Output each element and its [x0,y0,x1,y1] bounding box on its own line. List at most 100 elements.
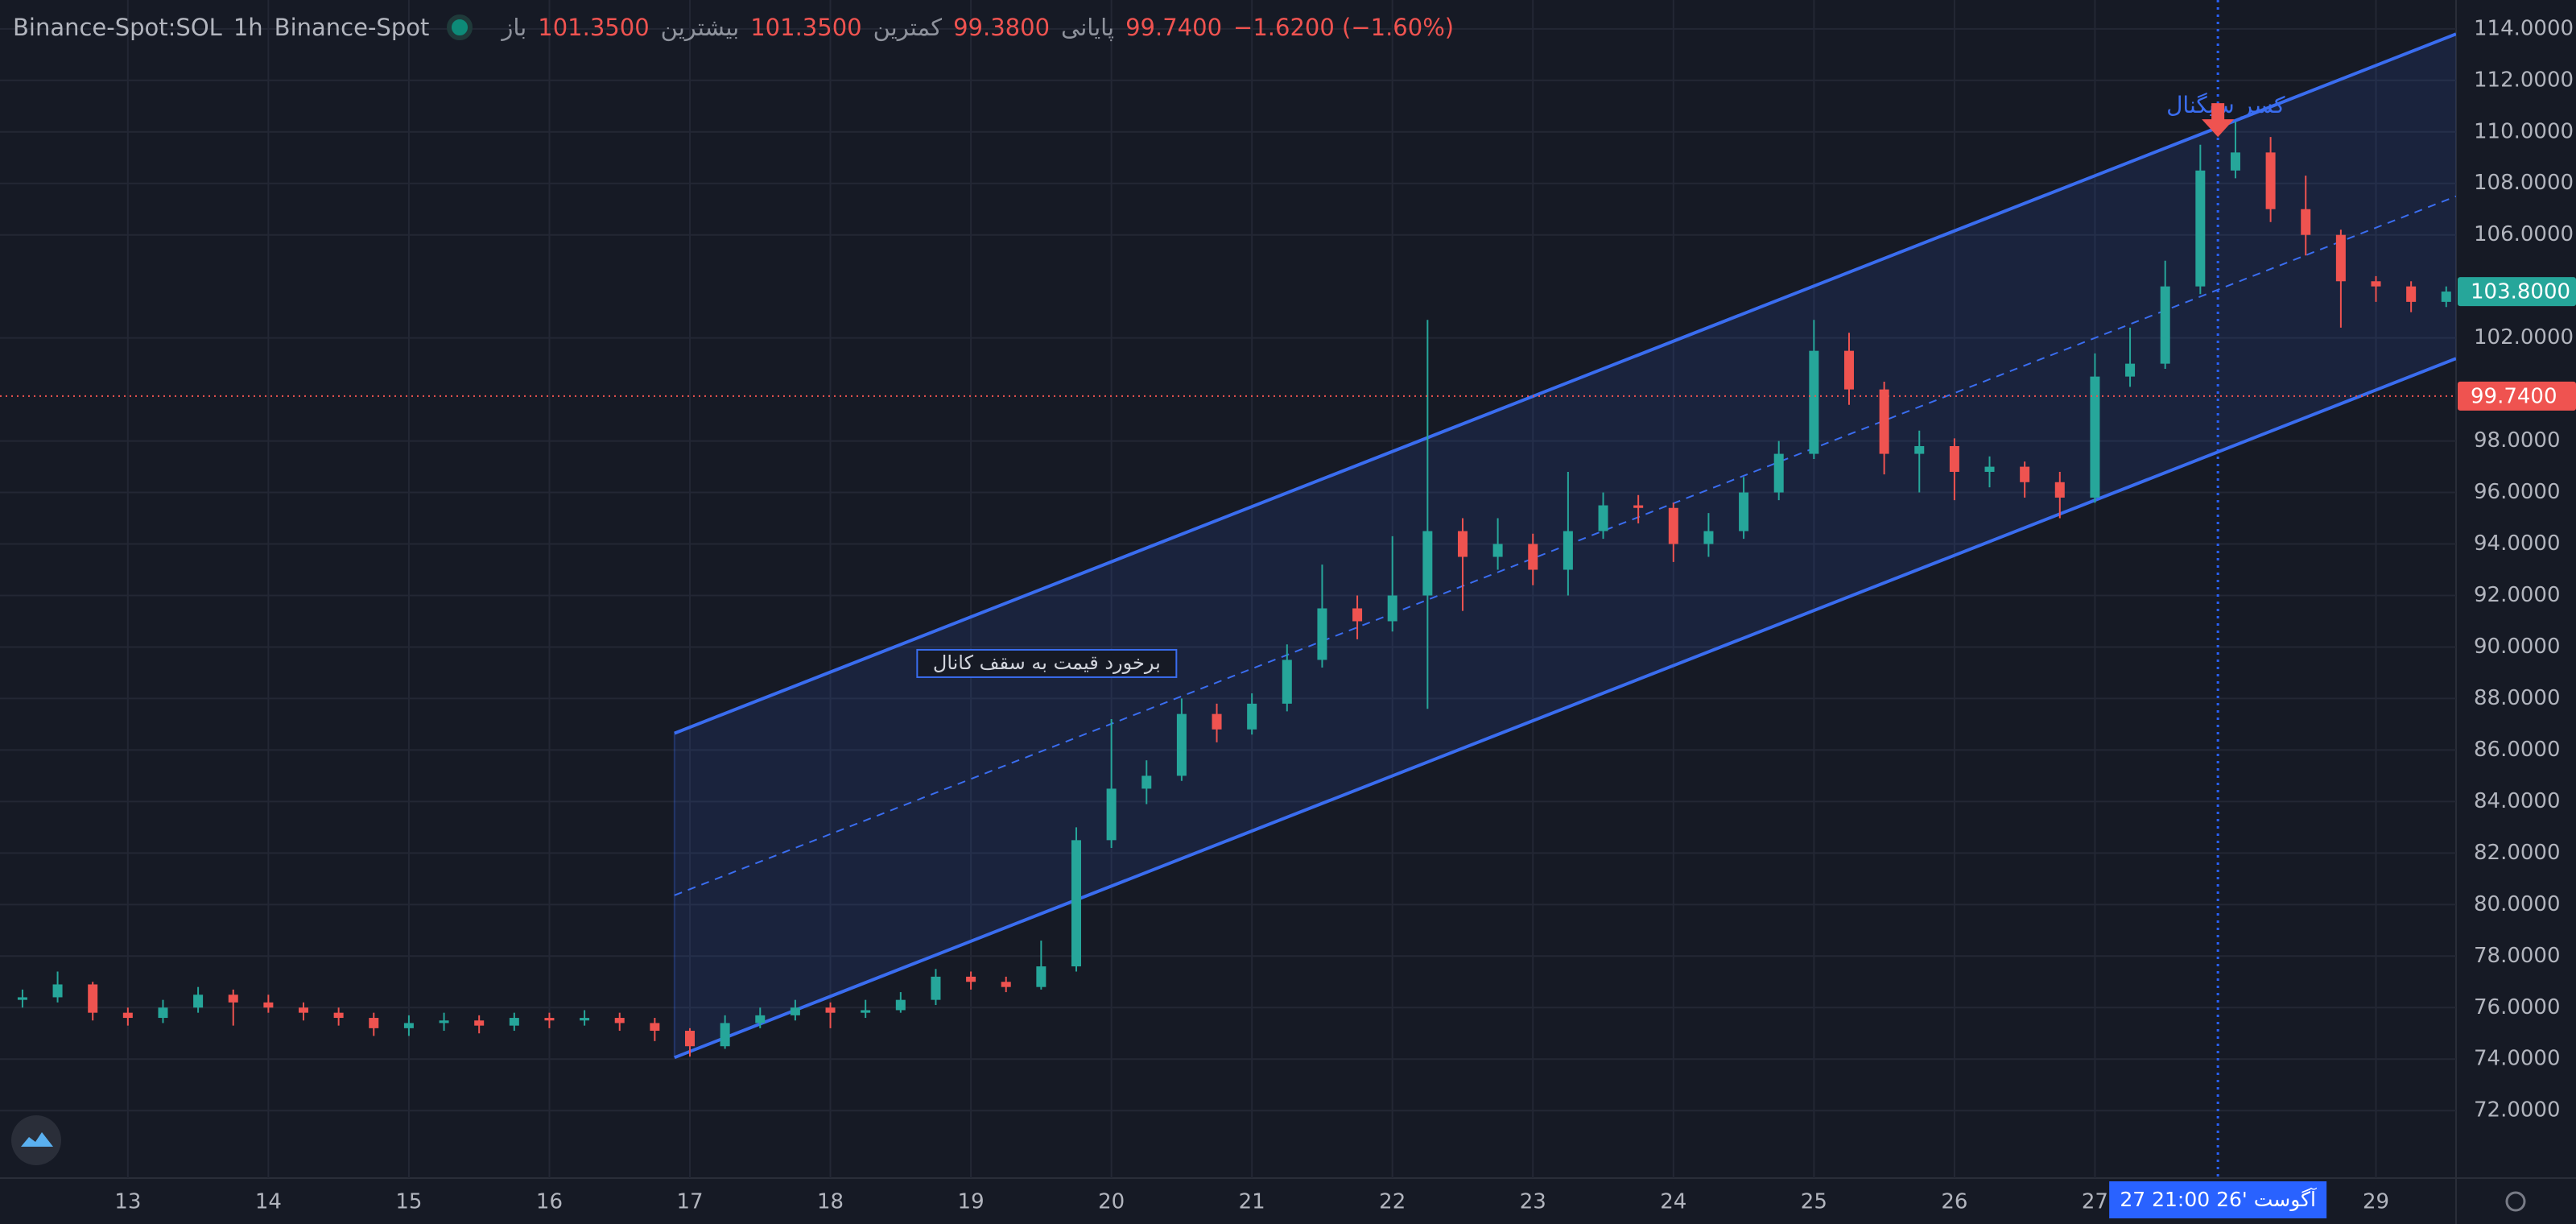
channel-upper [674,32,2456,735]
candle-body [2335,234,2346,282]
symbol[interactable]: Binance-Spot:SOL [13,14,222,41]
legend-bar: Binance-Spot:SOL 1h Binance-Spot باز 101… [13,11,1454,43]
open-value: 101.3500 [538,14,650,41]
candle-body [685,1031,696,1047]
price-label-box [2458,277,2576,307]
logo[interactable] [11,1115,61,1165]
y-tick-label: 78.0000 [2474,944,2561,968]
y-tick-label: 90.0000 [2474,635,2561,659]
candle-body [1703,531,1714,544]
candle-body [614,1018,625,1023]
settings-icon[interactable] [2505,1191,2526,1212]
candle-body [1914,445,1925,454]
y-tick-label: 114.0000 [2474,16,2574,40]
y-tick-label: 112.0000 [2474,68,2574,92]
exchange: Binance-Spot [274,14,430,41]
y-tick-label: 76.0000 [2474,995,2561,1019]
candle-body [1949,445,1959,472]
y-tick-label: 98.0000 [2474,428,2561,453]
candle-body [2371,281,2381,287]
candle-body [1001,982,1011,987]
x-tick-label: 14 [255,1190,282,1214]
annotation: کسر سیگنال [2166,92,2285,118]
candle-body [1141,775,1152,789]
candle-body [1106,788,1117,841]
candle-body [439,1020,449,1023]
candle-body [263,1002,274,1008]
candle-body [1352,608,1363,622]
candle-body [193,994,204,1008]
x-tick-label: 21 [1239,1190,1265,1214]
candle-body [895,999,906,1011]
crosshair-label-box [2109,1181,2327,1218]
candle-body [1633,505,1644,508]
candle-body [1563,531,1573,570]
candle-body [1457,531,1468,557]
x-tick-label: 19 [958,1190,985,1214]
candle-body [1071,840,1081,967]
candle-body [544,1018,555,1021]
candle-body [52,984,63,998]
candle-body [825,1007,836,1013]
candle-body [2125,363,2136,377]
x-tick-label: 24 [1660,1190,1686,1214]
candle-body [1387,595,1397,622]
candle-body [1984,466,1995,472]
x-tick-label: 23 [1520,1190,1546,1214]
x-tick-label: 29 [2363,1190,2389,1214]
y-tick-label: 92.0000 [2474,583,2561,607]
candle-body [720,1023,730,1047]
candle-body [299,1007,309,1013]
low-label: کمترین [873,14,943,41]
candle-body [1773,453,1784,493]
candle-body [2195,170,2206,287]
open-label: باز [502,14,527,41]
y-tick-label: 72.0000 [2474,1098,2561,1123]
candle-body [228,994,238,1003]
candle-body [2230,152,2240,171]
candle-body [2406,286,2417,302]
y-tick-label: 74.0000 [2474,1047,2561,1071]
annotation: برخورد قیمت به سقف کانال [933,651,1161,674]
x-tick-label: 15 [395,1190,422,1214]
candle-body [1492,544,1503,557]
y-tick-label: 110.0000 [2474,119,2574,143]
change-value: −1.6200 (−1.60%) [1233,14,1455,41]
candle-body [1422,531,1433,596]
high-label: بیشترین [660,14,740,41]
candle-body [2265,152,2276,209]
low-value: 99.3800 [953,14,1051,41]
logo-icon [21,1132,53,1147]
candle-body [2054,482,2065,498]
signal-arrow [2202,103,2235,138]
candle-body [650,1023,660,1032]
candle-body [122,1012,133,1019]
interval[interactable]: 1h [233,14,263,41]
candle-body [931,976,941,1000]
price-label-box [2458,381,2576,411]
candle-body [2090,376,2100,498]
candle-body [966,976,976,982]
y-tick-label: 84.0000 [2474,789,2561,813]
candle-body [1176,713,1187,776]
candle-body [580,1018,590,1021]
y-tick-label: 108.0000 [2474,171,2574,195]
status-dot [447,14,473,40]
y-tick-label: 102.0000 [2474,325,2574,349]
y-tick-label: 80.0000 [2474,892,2561,916]
y-tick-label: 96.0000 [2474,480,2561,504]
candle-body [1809,350,1819,454]
price-label: 99.7400 [2471,384,2557,408]
candle-body [17,997,27,1000]
y-tick-label: 88.0000 [2474,686,2561,710]
candle-body [1282,660,1292,704]
candle-body [755,1015,766,1023]
candle-body [861,1010,871,1013]
candle-body [1598,505,1608,531]
candle-body [1036,966,1046,987]
x-tick-label: 25 [1801,1190,1827,1214]
price-label: 103.8000 [2471,280,2570,304]
candle-body [2160,286,2170,364]
x-tick-label: 26 [1941,1190,1967,1214]
